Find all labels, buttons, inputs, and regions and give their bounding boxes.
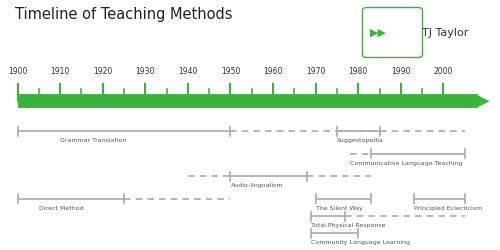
Text: Direct Method: Direct Method — [39, 206, 84, 211]
Text: 1900: 1900 — [8, 67, 27, 76]
Text: 1930: 1930 — [136, 67, 155, 76]
Text: 1980: 1980 — [348, 67, 368, 76]
Text: Suggestopedia: Suggestopedia — [337, 138, 384, 143]
FancyBboxPatch shape — [362, 8, 422, 58]
Text: Principled Eclecticism: Principled Eclecticism — [414, 206, 482, 211]
Text: 1960: 1960 — [264, 67, 282, 76]
Text: ▶▶: ▶▶ — [370, 28, 387, 38]
Text: 2000: 2000 — [434, 67, 453, 76]
Text: 1920: 1920 — [93, 67, 112, 76]
Text: Timeline of Teaching Methods: Timeline of Teaching Methods — [15, 8, 233, 22]
Text: 1940: 1940 — [178, 67, 198, 76]
Text: Audio-lingualism: Audio-lingualism — [230, 183, 283, 188]
Text: 1950: 1950 — [221, 67, 240, 76]
Text: 1990: 1990 — [391, 67, 410, 76]
Text: Grammar Translation: Grammar Translation — [60, 138, 126, 143]
Text: Communicative Language Teaching: Communicative Language Teaching — [350, 161, 462, 166]
Text: The Silent Way: The Silent Way — [316, 206, 362, 211]
Text: 1970: 1970 — [306, 67, 326, 76]
Text: Community Language Learning: Community Language Learning — [312, 240, 410, 245]
Text: 1910: 1910 — [50, 67, 70, 76]
Text: Total Physical Response: Total Physical Response — [312, 223, 386, 228]
Text: TJ Taylor: TJ Taylor — [422, 28, 468, 38]
